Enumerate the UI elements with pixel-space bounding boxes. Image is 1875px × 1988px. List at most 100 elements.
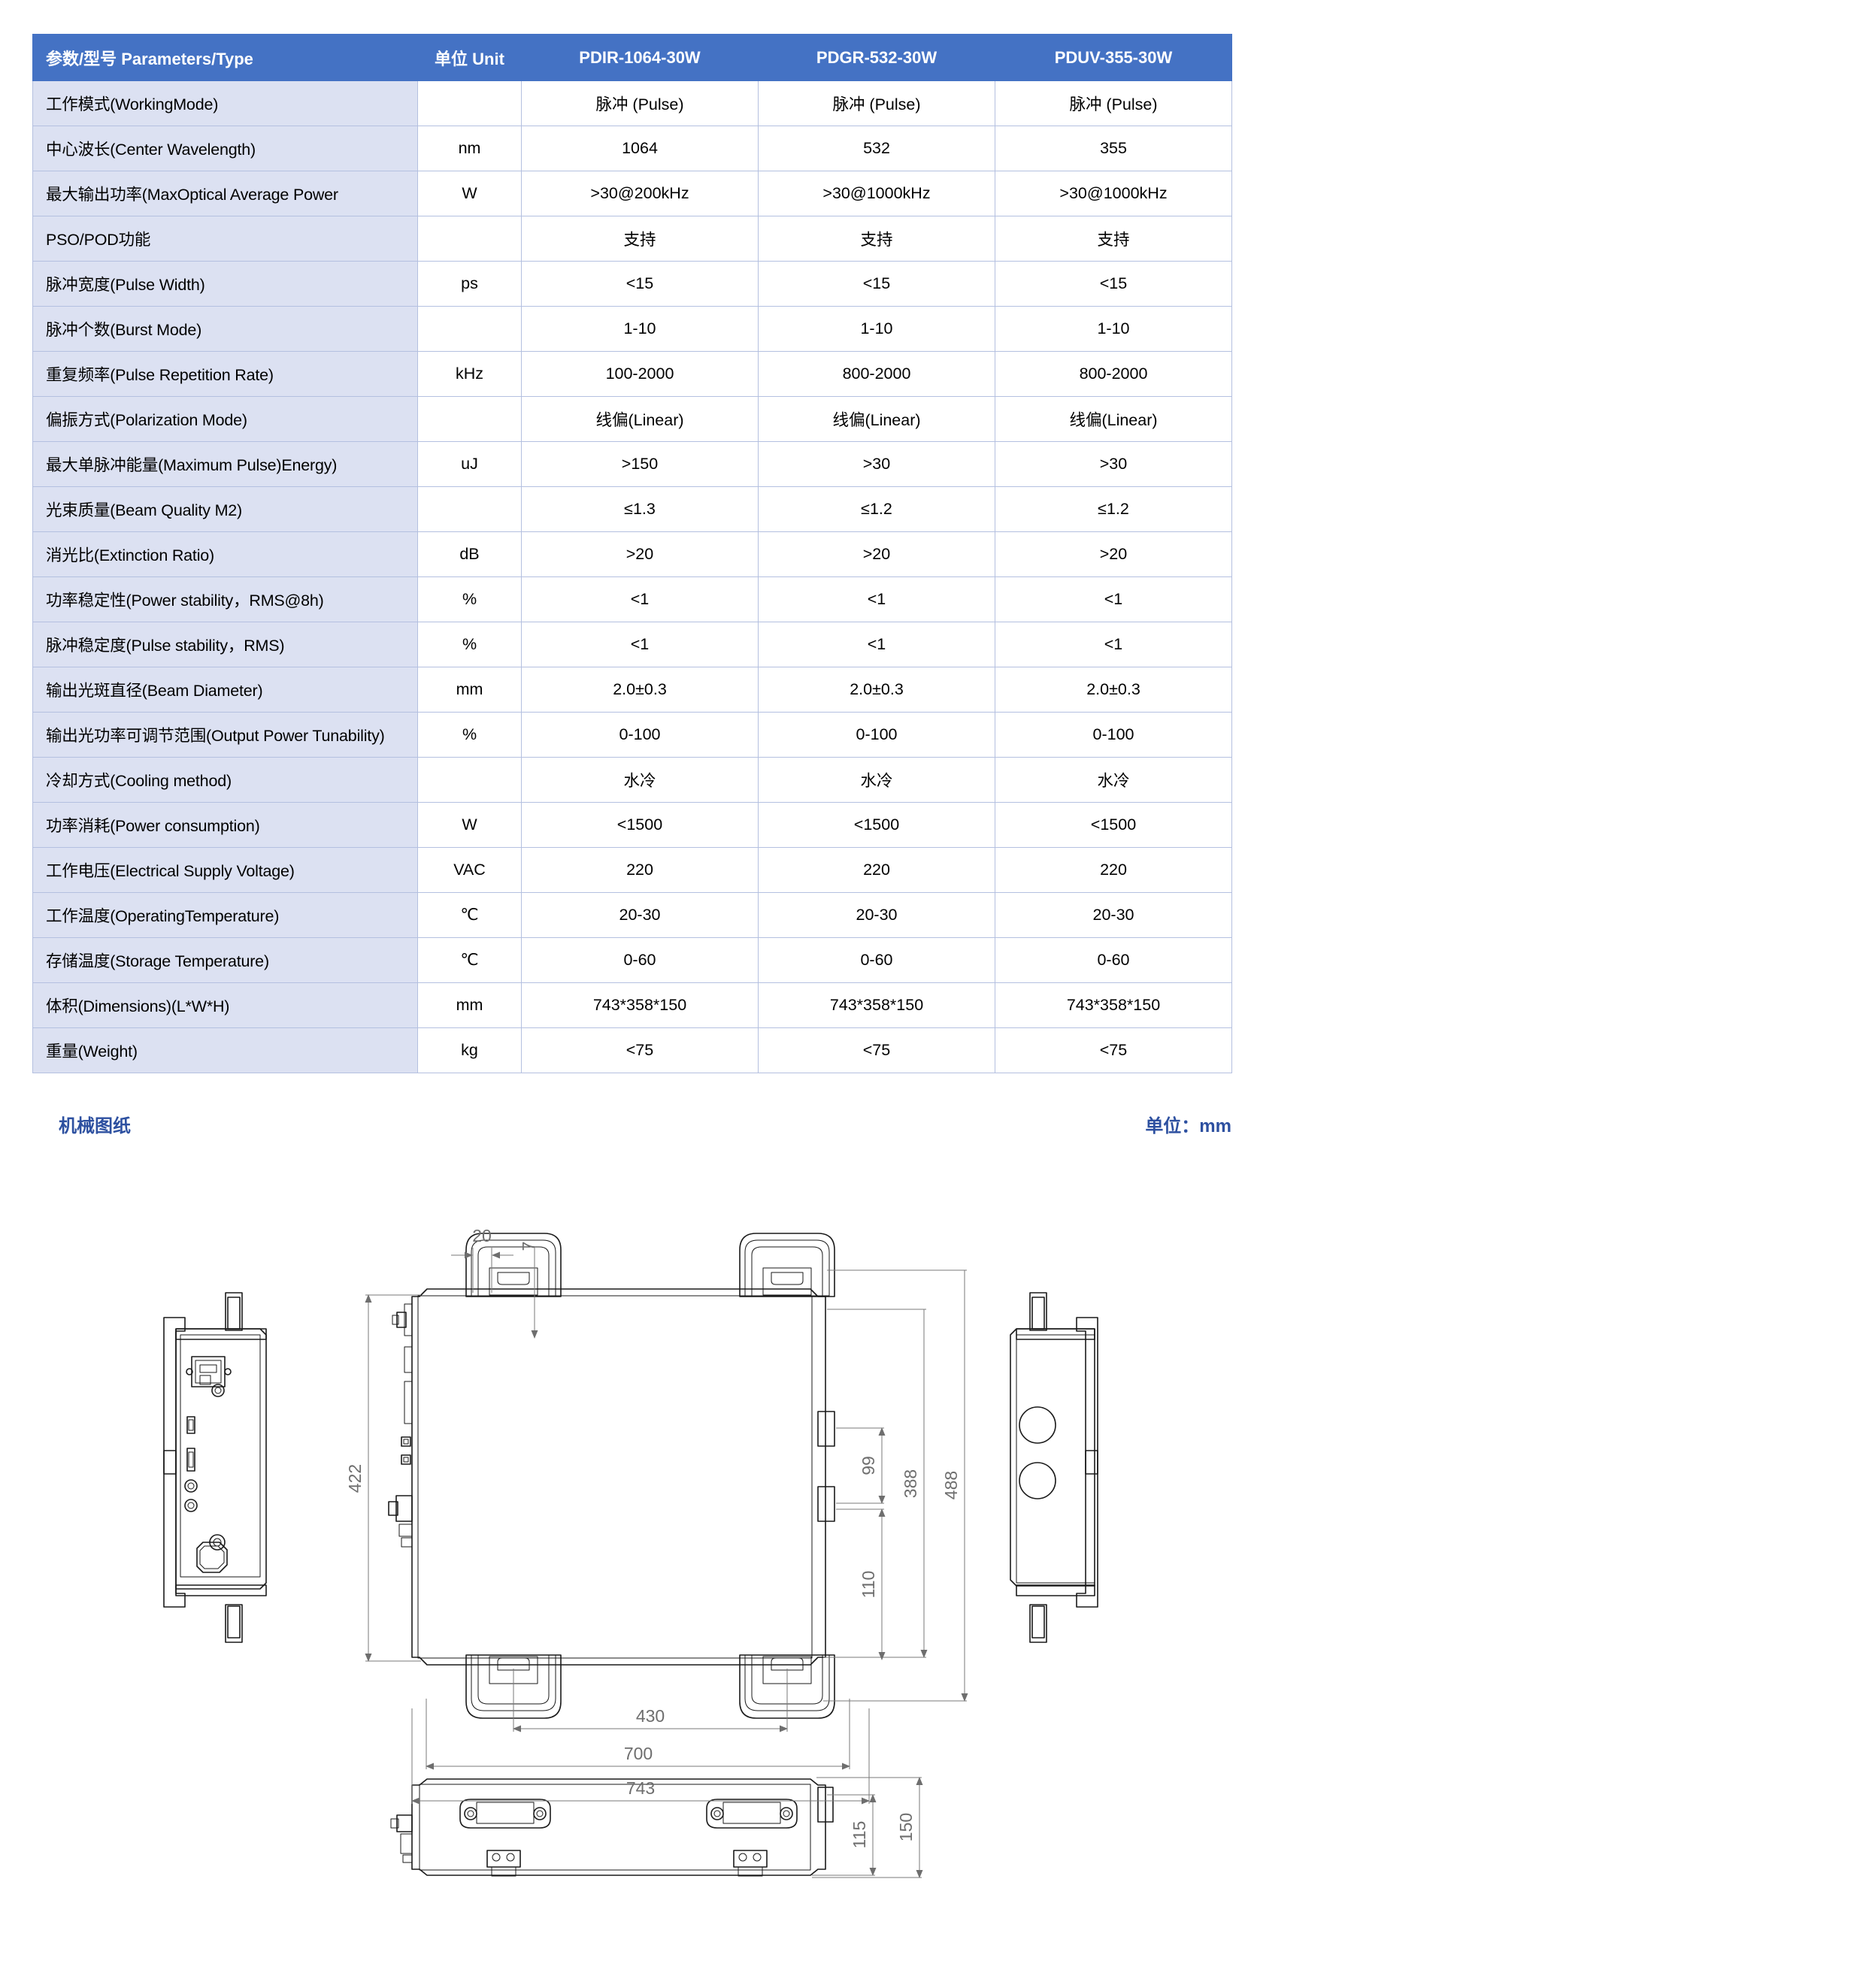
value-cell-model-1: <15 — [521, 261, 759, 307]
table-row: 偏振方式(Polarization Mode) 线偏(Linear) 线偏(Line… — [32, 396, 1232, 442]
value-cell-model-2: <75 — [758, 1027, 995, 1073]
right-side-view — [1010, 1292, 1098, 1643]
value-cell-model-3: 743*358*150 — [995, 982, 1232, 1028]
value-cell-model-3: 220 — [995, 847, 1232, 893]
value-cell-model-1: >150 — [521, 441, 759, 487]
parameter-label: 消光比(Extinction Ratio) — [32, 531, 418, 577]
value-cell-model-2: 800-2000 — [758, 351, 995, 397]
dim-overall-width: 743 — [626, 1778, 655, 1798]
table-row: 功率消耗(Power consumption) W <1500 <1500 <1500 — [32, 802, 1232, 848]
table-header-row: 参数/型号 Parameters/Type 单位 Unit PDIR-1064-… — [32, 34, 1232, 81]
table-row: 消光比(Extinction Ratio) dB >20 >20 >20 — [32, 531, 1232, 577]
unit-cell — [417, 757, 522, 803]
column-header-model-1: PDIR-1064-30W — [521, 34, 759, 81]
value-cell-model-3: 线偏(Linear) — [995, 396, 1232, 442]
parameter-label: 冷却方式(Cooling method) — [32, 757, 418, 803]
value-cell-model-1: <1 — [521, 622, 759, 667]
unit-cell: VAC — [417, 847, 522, 893]
mechanical-drawing-heading: 机械图纸 单位：mm — [59, 1111, 1231, 1137]
dim-port-gap-upper: 99 — [859, 1456, 878, 1475]
value-cell-model-3: >20 — [995, 531, 1232, 577]
value-cell-model-3: 脉冲 (Pulse) — [995, 80, 1232, 126]
dim-foot-spacing: 430 — [636, 1706, 665, 1726]
unit-cell: mm — [417, 667, 522, 713]
unit-cell: mm — [417, 982, 522, 1028]
parameter-label: 偏振方式(Polarization Mode) — [32, 396, 418, 442]
table-row: 工作温度(OperatingTemperature) ℃ 20-30 20-30 20-… — [32, 892, 1232, 938]
value-cell-model-1: <75 — [521, 1027, 759, 1073]
column-header-model-3: PDUV-355-30W — [995, 34, 1232, 81]
parameter-label: 体积(Dimensions)(L*W*H) — [32, 982, 418, 1028]
value-cell-model-1: 支持 — [521, 216, 759, 262]
table-row: 最大输出功率(MaxOptical Average Power W >30@200k… — [32, 171, 1232, 216]
value-cell-model-3: >30@1000kHz — [995, 171, 1232, 216]
value-cell-model-1: >30@200kHz — [521, 171, 759, 216]
unit-cell: % — [417, 712, 522, 758]
dim-inner-height: 388 — [901, 1469, 920, 1498]
parameter-label: 存储温度(Storage Temperature) — [32, 937, 418, 983]
value-cell-model-2: 0-60 — [758, 937, 995, 983]
dim-front-overall-height: 150 — [896, 1813, 916, 1841]
value-cell-model-2: >20 — [758, 531, 995, 577]
value-cell-model-1: <1 — [521, 576, 759, 622]
unit-cell: dB — [417, 531, 522, 577]
column-header-model-2: PDGR-532-30W — [758, 34, 995, 81]
table-row: 光束质量(Beam Quality M2) ≤1.3 ≤1.2 ≤1.2 — [32, 486, 1232, 532]
parameter-label: 输出光斑直径(Beam Diameter) — [32, 667, 418, 713]
value-cell-model-1: 100-2000 — [521, 351, 759, 397]
column-header-parameter: 参数/型号 Parameters/Type — [32, 34, 418, 81]
dim-outer-height: 488 — [941, 1471, 961, 1499]
table-body: 工作模式(WorkingMode) 脉冲 (Pulse) 脉冲 (Pulse) 脉冲 … — [32, 80, 1232, 1073]
parameter-label: 功率稳定性(Power stability，RMS@8h) — [32, 576, 418, 622]
value-cell-model-1: 0-60 — [521, 937, 759, 983]
value-cell-model-3: 0-100 — [995, 712, 1232, 758]
unit-cell: ℃ — [417, 937, 522, 983]
table-row: 脉冲稳定度(Pulse stability，RMS)% <1 <1 <1 — [32, 622, 1232, 667]
value-cell-model-3: <75 — [995, 1027, 1232, 1073]
column-header-unit: 单位 Unit — [417, 34, 522, 81]
value-cell-model-2: <15 — [758, 261, 995, 307]
value-cell-model-1: 0-100 — [521, 712, 759, 758]
parameter-label: 输出光功率可调节范围(Output Power Tunability) — [32, 712, 418, 758]
value-cell-model-1: 脉冲 (Pulse) — [521, 80, 759, 126]
value-cell-model-3: <1 — [995, 576, 1232, 622]
value-cell-model-3: 2.0±0.3 — [995, 667, 1232, 713]
table-row: 体积(Dimensions)(L*W*H) mm 743*358*150 743*35… — [32, 982, 1232, 1028]
value-cell-model-1: <1500 — [521, 802, 759, 848]
parameter-label: 光束质量(Beam Quality M2) — [32, 486, 418, 532]
value-cell-model-3: 支持 — [995, 216, 1232, 262]
parameter-label: 功率消耗(Power consumption) — [32, 802, 418, 848]
specification-table: 参数/型号 Parameters/Type 单位 Unit PDIR-1064-… — [32, 34, 1232, 1073]
unit-cell: % — [417, 622, 522, 667]
unit-cell — [417, 80, 522, 126]
table-row: 脉冲个数(Burst Mode) 1-10 1-10 1-10 — [32, 306, 1232, 352]
parameter-label: 重量(Weight) — [32, 1027, 418, 1073]
unit-cell: kHz — [417, 351, 522, 397]
value-cell-model-2: 532 — [758, 126, 995, 171]
value-cell-model-3: <1 — [995, 622, 1232, 667]
value-cell-model-2: 0-100 — [758, 712, 995, 758]
dim-left-height: 422 — [345, 1464, 365, 1493]
value-cell-model-2: >30 — [758, 441, 995, 487]
parameter-label: 最大单脉冲能量(Maximum Pulse)Energy) — [32, 441, 418, 487]
table-row: 最大单脉冲能量(Maximum Pulse)Energy) uJ >150 >30 >3… — [32, 441, 1232, 487]
value-cell-model-2: 20-30 — [758, 892, 995, 938]
parameter-label: 工作温度(OperatingTemperature) — [32, 892, 418, 938]
section-title: 机械图纸 — [59, 1116, 131, 1136]
front-elevation-view — [390, 1778, 834, 1877]
unit-cell: ℃ — [417, 892, 522, 938]
unit-cell: W — [417, 802, 522, 848]
value-cell-model-2: 支持 — [758, 216, 995, 262]
parameter-label: 工作电压(Electrical Supply Voltage) — [32, 847, 418, 893]
left-side-view — [163, 1292, 267, 1643]
value-cell-model-1: 743*358*150 — [521, 982, 759, 1028]
top-view — [388, 1233, 835, 1719]
dim-port-gap-lower: 110 — [859, 1571, 878, 1599]
value-cell-model-3: <15 — [995, 261, 1232, 307]
value-cell-model-1: 2.0±0.3 — [521, 667, 759, 713]
unit-cell — [417, 216, 522, 262]
value-cell-model-3: ≤1.2 — [995, 486, 1232, 532]
value-cell-model-1: 1064 — [521, 126, 759, 171]
value-cell-model-2: 水冷 — [758, 757, 995, 803]
value-cell-model-3: 0-60 — [995, 937, 1232, 983]
